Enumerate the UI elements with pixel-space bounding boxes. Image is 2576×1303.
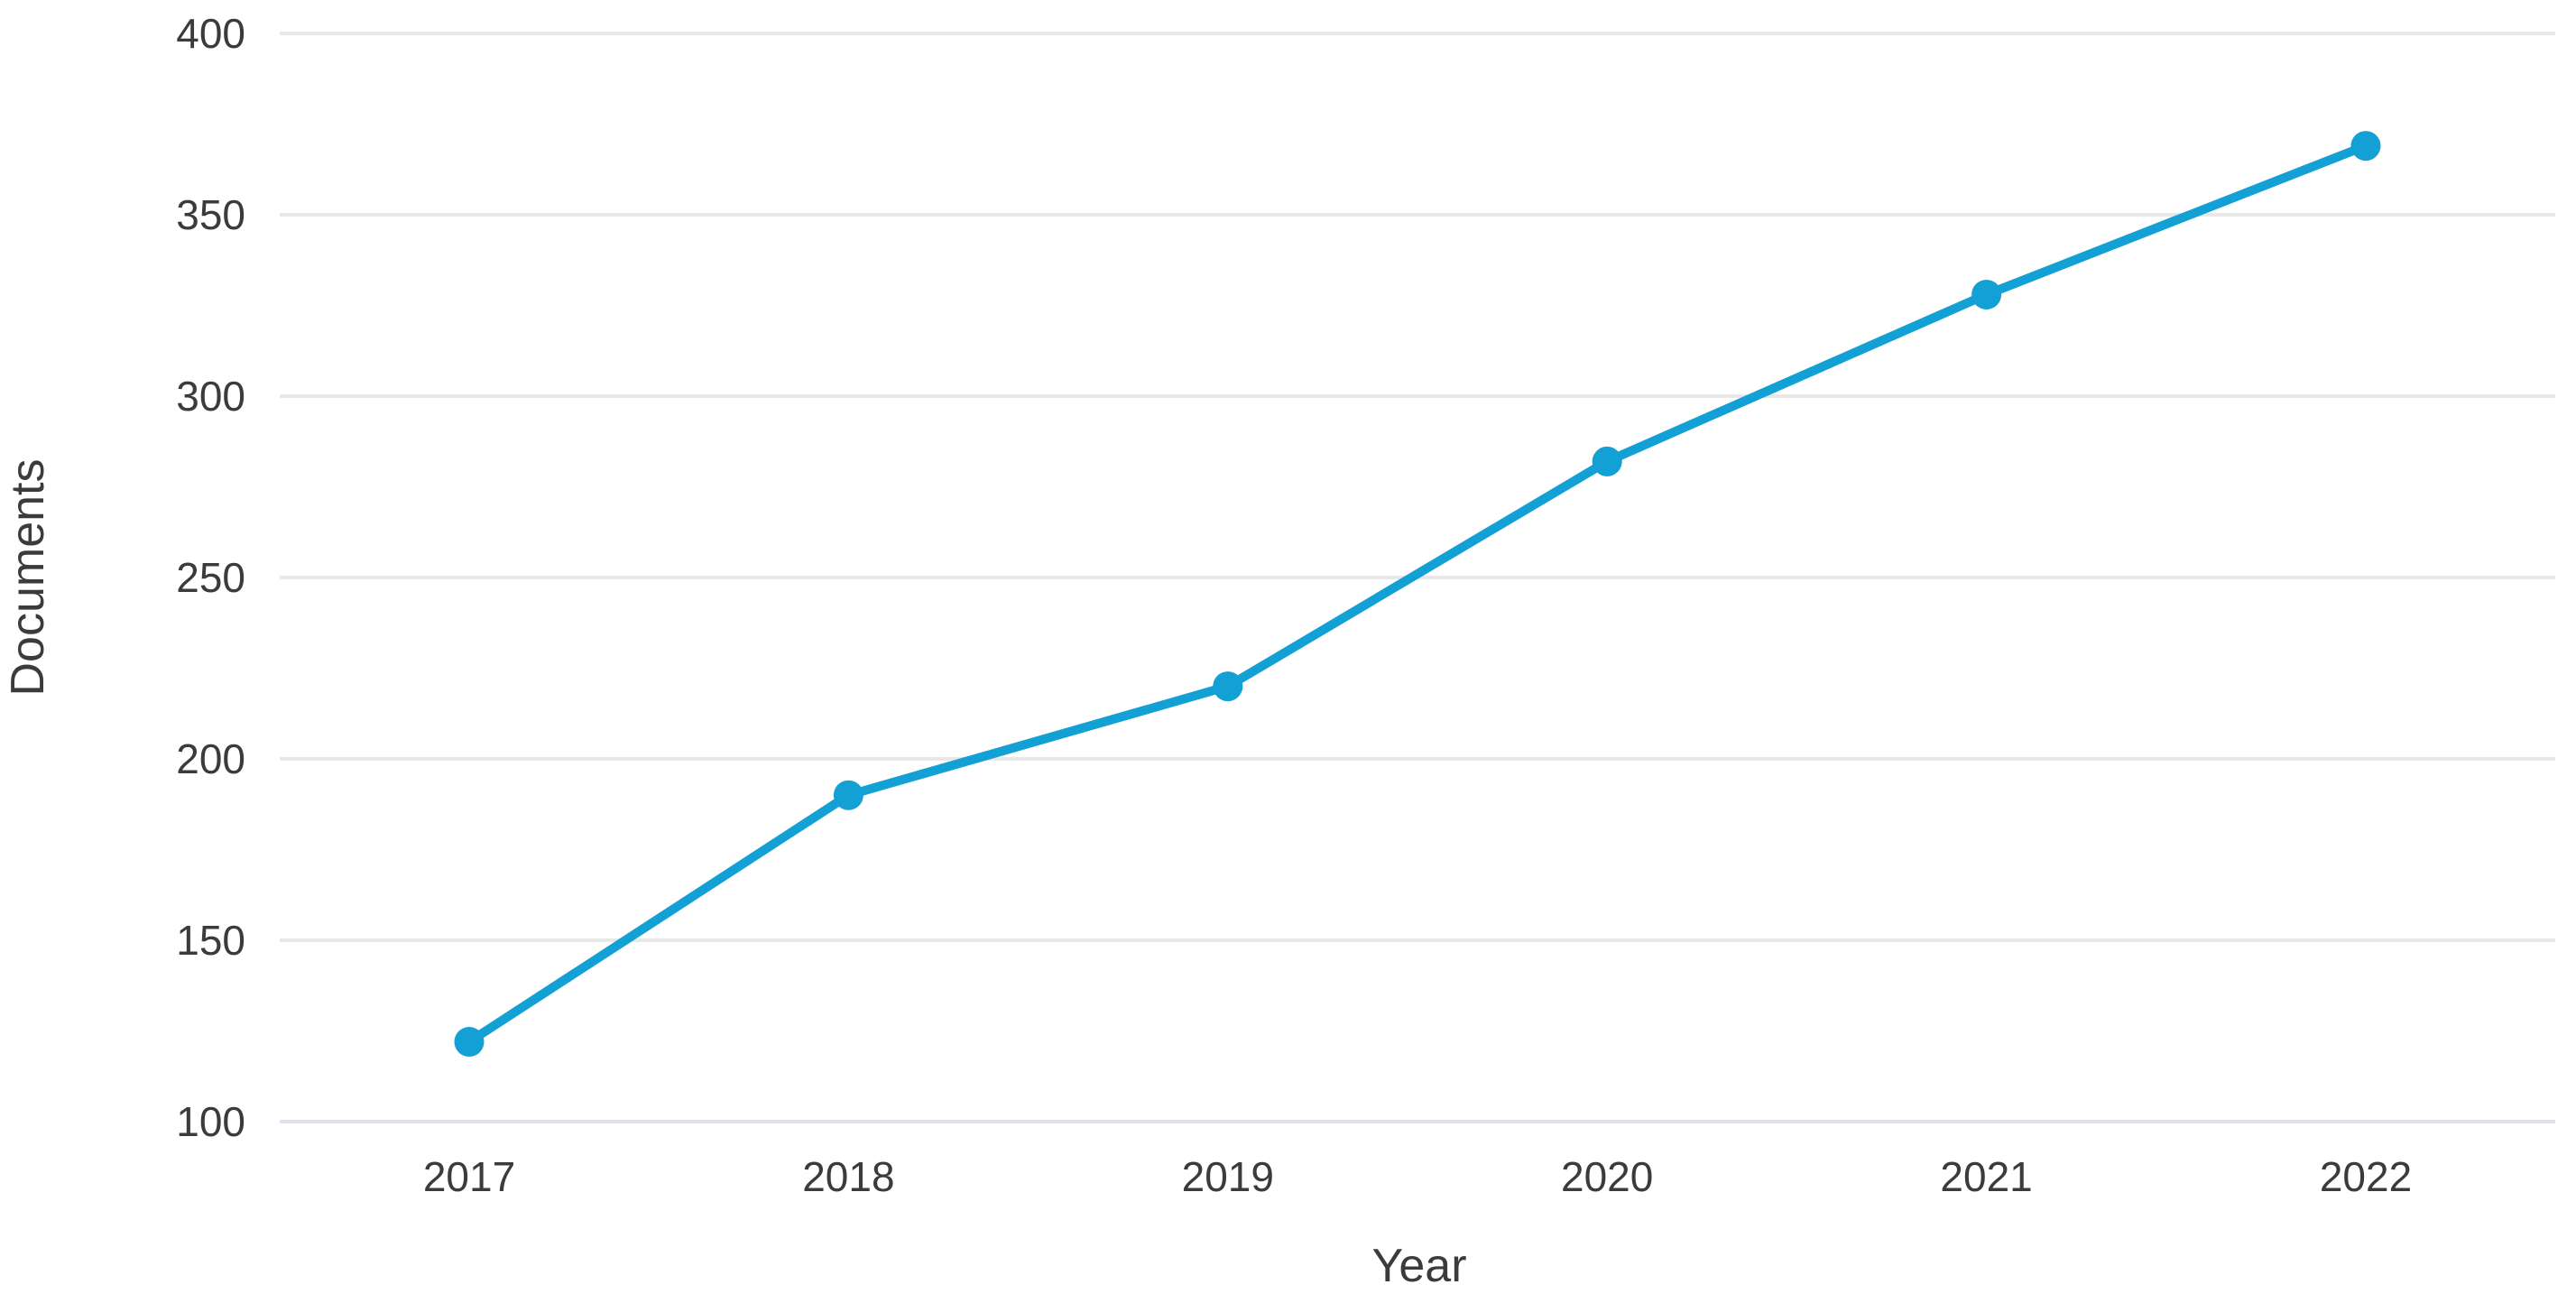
y-tick-label: 200 [176, 735, 245, 782]
y-tick-label: 350 [176, 191, 245, 238]
y-tick-label: 250 [176, 554, 245, 601]
gridlines-layer [280, 32, 2555, 1123]
y-axis-tick-labels: 100 150 200 250 300 350 400 [176, 10, 245, 1145]
data-point-marker [454, 1027, 485, 1058]
y-tick-label: 150 [176, 917, 245, 964]
y-axis-title: Documents [2, 459, 54, 697]
data-point-marker [1971, 279, 2002, 310]
data-point-marker [1213, 671, 1243, 702]
x-tick-label: 2018 [802, 1153, 894, 1200]
x-axis-title: Year [1371, 1240, 1466, 1292]
x-tick-label: 2021 [1940, 1153, 2032, 1200]
series-line [465, 141, 2370, 1047]
x-axis-tick-labels: 2017 2018 2019 2020 2021 2022 [423, 1153, 2412, 1200]
y-tick-label: 400 [176, 10, 245, 57]
data-point-marker [1592, 446, 1622, 476]
x-tick-label: 2019 [1182, 1153, 1274, 1200]
y-tick-label: 300 [176, 373, 245, 420]
x-tick-label: 2022 [2320, 1153, 2412, 1200]
line-series-layer [454, 131, 2381, 1058]
x-tick-label: 2017 [423, 1153, 515, 1200]
y-tick-label: 100 [176, 1098, 245, 1145]
x-tick-label: 2020 [1561, 1153, 1653, 1200]
data-point-marker [833, 780, 863, 810]
data-point-marker [2350, 131, 2381, 162]
